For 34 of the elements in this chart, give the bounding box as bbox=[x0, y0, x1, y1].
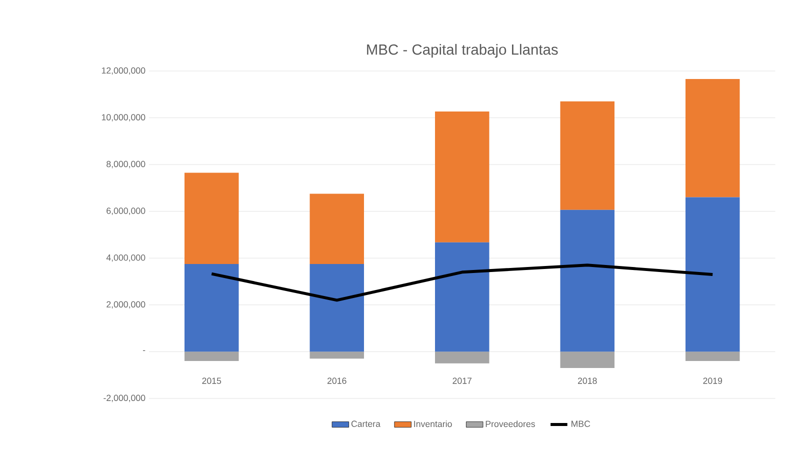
legend-label: Inventario bbox=[414, 420, 452, 428]
bar bbox=[310, 194, 364, 264]
x-tick-label: 2016 bbox=[327, 378, 346, 384]
bar bbox=[686, 79, 740, 198]
bar bbox=[184, 264, 239, 352]
bar bbox=[435, 242, 490, 352]
legend-label: Cartera bbox=[351, 420, 380, 428]
chart-title: MBC - Capital trabajo Llantas bbox=[367, 44, 558, 58]
y-tick-label: 8,000,000 bbox=[106, 161, 146, 168]
y-tick-label: 4,000,000 bbox=[106, 254, 146, 262]
legend-label: Proveedores bbox=[486, 420, 535, 428]
bar bbox=[310, 352, 364, 359]
bar bbox=[560, 352, 614, 368]
y-tick-label: -2,000,000 bbox=[104, 394, 146, 402]
bar bbox=[435, 352, 490, 364]
bar bbox=[435, 112, 490, 243]
bar bbox=[560, 210, 614, 352]
bar bbox=[310, 264, 364, 352]
bar bbox=[686, 352, 740, 362]
bar bbox=[686, 197, 740, 352]
y-tick-label: 10,000,000 bbox=[102, 114, 146, 122]
bar bbox=[560, 102, 614, 210]
y-tick-label: - bbox=[142, 350, 146, 352]
bar bbox=[184, 172, 239, 264]
bar bbox=[184, 352, 239, 362]
x-tick-label: 2017 bbox=[452, 378, 472, 384]
x-tick-label: 2018 bbox=[578, 378, 597, 384]
y-tick-label: 6,000,000 bbox=[106, 208, 146, 216]
y-tick-label: 12,000,000 bbox=[102, 67, 146, 75]
x-tick-label: 2019 bbox=[703, 378, 722, 384]
legend-label: MBC bbox=[572, 420, 590, 428]
line-series bbox=[210, 264, 714, 302]
x-tick-label: 2015 bbox=[202, 378, 222, 384]
y-tick-label: 2,000,000 bbox=[106, 301, 146, 309]
